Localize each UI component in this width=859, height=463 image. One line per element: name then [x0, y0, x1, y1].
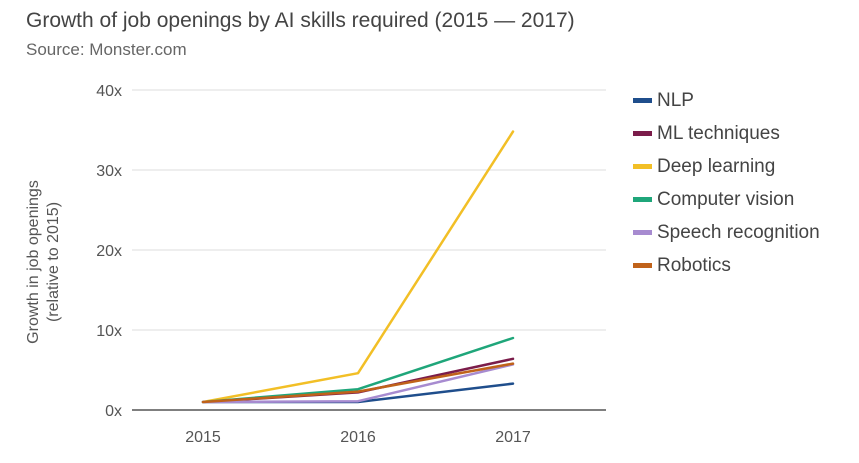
gridlines [132, 89, 606, 411]
legend-item: ML techniques [633, 117, 820, 150]
series-line-robotics [201, 362, 515, 404]
y-axis-label-line: Growth in job openings [25, 180, 42, 344]
legend-label: Robotics [657, 254, 731, 276]
series-line-ml-techniques [201, 357, 515, 404]
legend-label: NLP [657, 89, 694, 111]
legend-swatch [633, 230, 652, 235]
legend-swatch [633, 197, 652, 202]
legend-swatch [633, 131, 652, 136]
legend-swatch [633, 263, 652, 268]
series-line-speech-recognition [201, 363, 515, 404]
series-line-deep-learning [201, 130, 515, 404]
legend-swatch [633, 164, 652, 169]
series-lines [201, 130, 515, 404]
x-tick-label: 2017 [495, 429, 531, 446]
y-axis-ticks: 0x 10x 20x 30x 40x [96, 83, 122, 420]
x-tick-label: 2015 [185, 429, 221, 446]
legend-item: Robotics [633, 249, 820, 282]
y-tick-label: 20x [96, 243, 122, 260]
y-axis-label-line: (relative to 2015) [45, 202, 62, 322]
y-tick-label: 0x [105, 403, 122, 420]
y-tick-label: 40x [96, 83, 122, 100]
legend-label: Computer vision [657, 188, 795, 210]
legend-swatch [633, 98, 652, 103]
legend-label: Speech recognition [657, 221, 820, 243]
x-tick-label: 2016 [340, 429, 376, 446]
legend-label: Deep learning [657, 155, 776, 177]
y-tick-label: 30x [96, 163, 122, 180]
chart-subtitle: Source: Monster.com [26, 40, 187, 59]
legend: NLP ML techniques Deep learning Computer vi… [633, 84, 820, 282]
y-axis-label: Growth in job openings (relative to 2015) [25, 180, 62, 344]
legend-label: ML techniques [657, 122, 780, 144]
y-tick-label: 10x [96, 323, 122, 340]
legend-item: NLP [633, 84, 820, 117]
legend-item: Speech recognition [633, 216, 820, 249]
legend-item: Deep learning [633, 150, 820, 183]
x-axis-ticks: 2015 2016 2017 [185, 429, 531, 446]
legend-item: Computer vision [633, 183, 820, 216]
chart-title: Growth of job openings by AI skills requ… [26, 9, 575, 32]
